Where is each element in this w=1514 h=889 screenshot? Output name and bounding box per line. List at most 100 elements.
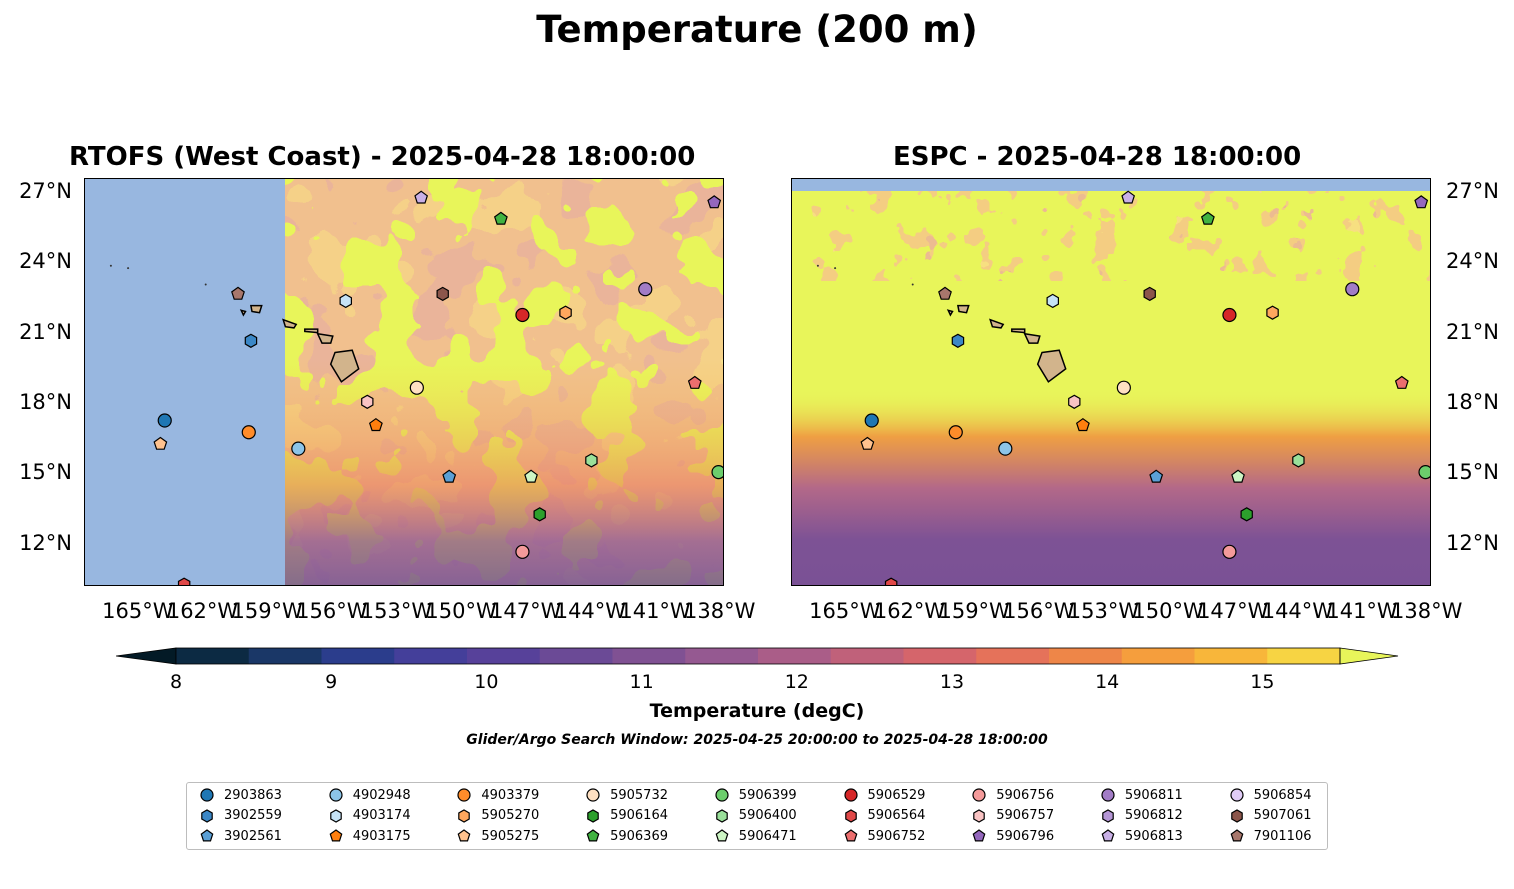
legend-item-5906757: 5906757 bbox=[971, 808, 1054, 824]
marker-5906369 bbox=[1200, 211, 1215, 225]
legend-symbol bbox=[1229, 788, 1244, 802]
island-molokai bbox=[1011, 328, 1026, 334]
lon-tick-r-5: 150°W bbox=[1132, 599, 1204, 623]
marker-3902561 bbox=[1149, 469, 1164, 483]
island-group bbox=[816, 264, 1067, 383]
legend-item-5907061: 5907061 bbox=[1229, 808, 1312, 824]
legend-item-5906564: 5906564 bbox=[843, 808, 925, 824]
panel-title-espc: ESPC - 2025-04-28 18:00:00 bbox=[893, 142, 1302, 172]
figure-title: Temperature (200 m) bbox=[536, 8, 978, 51]
legend-item-3902561: 3902561 bbox=[199, 828, 282, 844]
islet-0 bbox=[816, 264, 819, 267]
legend-symbol bbox=[972, 829, 986, 842]
legend-label: 3902561 bbox=[224, 828, 282, 844]
legend-marker-hexagon-icon bbox=[201, 808, 213, 823]
lon-tick-l-4: 153°W bbox=[360, 599, 433, 623]
lat-tick-left-4: 15°N bbox=[19, 460, 72, 485]
lat-tick-right-2: 21°N bbox=[1446, 319, 1499, 344]
map-panel-rtofs[interactable] bbox=[84, 178, 724, 586]
lat-tick-left-0: 27°N bbox=[19, 179, 72, 204]
legend-item-5906812: 5906812 bbox=[1100, 808, 1183, 824]
legend-symbol bbox=[1230, 808, 1243, 823]
lat-tick-left-2: 21°N bbox=[19, 319, 72, 344]
legend-item-5905270: 5905270 bbox=[456, 808, 539, 824]
island-big bbox=[329, 349, 360, 383]
marker-5906796 bbox=[707, 195, 722, 209]
islet-2 bbox=[911, 283, 914, 286]
legend-item-5906529: 5906529 bbox=[843, 787, 925, 803]
colorbar-tick-2: 10 bbox=[474, 671, 499, 693]
island-kauai bbox=[956, 304, 970, 314]
legend-item-5906811: 5906811 bbox=[1100, 787, 1183, 803]
marker-4902948 bbox=[998, 441, 1013, 456]
legend-item-5906471: 5906471 bbox=[714, 828, 797, 844]
legend-item-7901106: 7901106 bbox=[1229, 828, 1312, 844]
marker-5905270 bbox=[559, 305, 572, 320]
marker-5906757 bbox=[361, 394, 374, 409]
colorbar-bin-12 bbox=[1049, 648, 1123, 664]
lon-tick-l-0: 165°W bbox=[102, 599, 174, 623]
legend-marker-circle-icon bbox=[715, 788, 729, 802]
colorbar-label: Temperature (degC) bbox=[649, 700, 865, 722]
legend-label: 4903174 bbox=[352, 808, 411, 823]
colorbar-over bbox=[1339, 647, 1399, 665]
legend-symbol bbox=[329, 788, 343, 802]
marker-5906756 bbox=[1222, 544, 1237, 559]
marker-7901106 bbox=[938, 286, 952, 300]
legend-item-5906164: 5906164 bbox=[585, 808, 668, 824]
colorbar-bin-10 bbox=[903, 648, 977, 664]
legend-label: 5906369 bbox=[610, 828, 668, 844]
legend-label: 5906399 bbox=[738, 787, 797, 803]
legend-label: 4903379 bbox=[481, 787, 540, 803]
legend-symbol bbox=[844, 829, 857, 842]
map-panel-espc[interactable] bbox=[791, 178, 1431, 586]
legend-item-4903379: 4903379 bbox=[456, 787, 539, 803]
marker-5905270 bbox=[1266, 305, 1279, 320]
lat-tick-left-5: 12°N bbox=[19, 530, 72, 555]
lon-tick-l-6: 147°W bbox=[490, 599, 562, 623]
legend-label: 3902559 bbox=[224, 808, 282, 823]
legend-item-5906399: 5906399 bbox=[714, 787, 797, 803]
legend-marker-hexagon-icon bbox=[1102, 808, 1114, 823]
marker-3902561 bbox=[442, 469, 457, 483]
marker-5906564 bbox=[884, 577, 898, 585]
legend-marker-circle-icon bbox=[200, 788, 214, 802]
legend-item-4903174: 4903174 bbox=[328, 808, 411, 824]
observation-markers bbox=[860, 190, 1430, 585]
legend-item-4903175: 4903175 bbox=[328, 828, 411, 844]
marker-5906400 bbox=[585, 453, 598, 468]
marker-5906811 bbox=[1345, 282, 1360, 297]
legend-marker-circle-icon bbox=[972, 788, 986, 802]
lon-tick-r-6: 147°W bbox=[1197, 599, 1269, 623]
marker-5906471 bbox=[524, 469, 538, 483]
legend-marker-pentagon-icon bbox=[329, 829, 343, 842]
marker-5906564 bbox=[177, 577, 191, 585]
marker-5906164 bbox=[1240, 507, 1253, 522]
legend-symbol bbox=[1230, 829, 1243, 842]
legend-item-5906400: 5906400 bbox=[714, 808, 797, 824]
island-group bbox=[109, 264, 360, 383]
legend-symbol bbox=[587, 808, 599, 823]
marker-5905732 bbox=[1116, 380, 1131, 395]
marker-5906399 bbox=[1418, 465, 1430, 480]
legend-label: 5906812 bbox=[1124, 808, 1183, 823]
marker-5906813 bbox=[1121, 190, 1136, 204]
legend-symbol bbox=[715, 788, 729, 802]
legend-label: 5906471 bbox=[738, 828, 797, 844]
legend-symbol bbox=[844, 808, 857, 823]
marker-5906757 bbox=[1068, 394, 1081, 409]
marker-4903379 bbox=[948, 425, 963, 440]
colorbar-bin-2 bbox=[321, 648, 395, 664]
legend-symbol bbox=[457, 788, 471, 802]
legend-symbol bbox=[843, 788, 858, 802]
observation-markers bbox=[153, 190, 723, 585]
legend-item-5906752: 5906752 bbox=[843, 828, 925, 844]
lon-tick-r-9: 138°W bbox=[1391, 599, 1463, 623]
legend-label: 2903863 bbox=[224, 787, 282, 803]
island-oahu bbox=[989, 318, 1005, 329]
colorbar-bin-13 bbox=[1121, 648, 1196, 664]
lon-tick-r-3: 156°W bbox=[1003, 599, 1075, 623]
legend-marker-pentagon-icon bbox=[844, 829, 857, 842]
lon-tick-l-7: 144°W bbox=[554, 599, 627, 623]
legend-item-5906854: 5906854 bbox=[1229, 787, 1312, 803]
